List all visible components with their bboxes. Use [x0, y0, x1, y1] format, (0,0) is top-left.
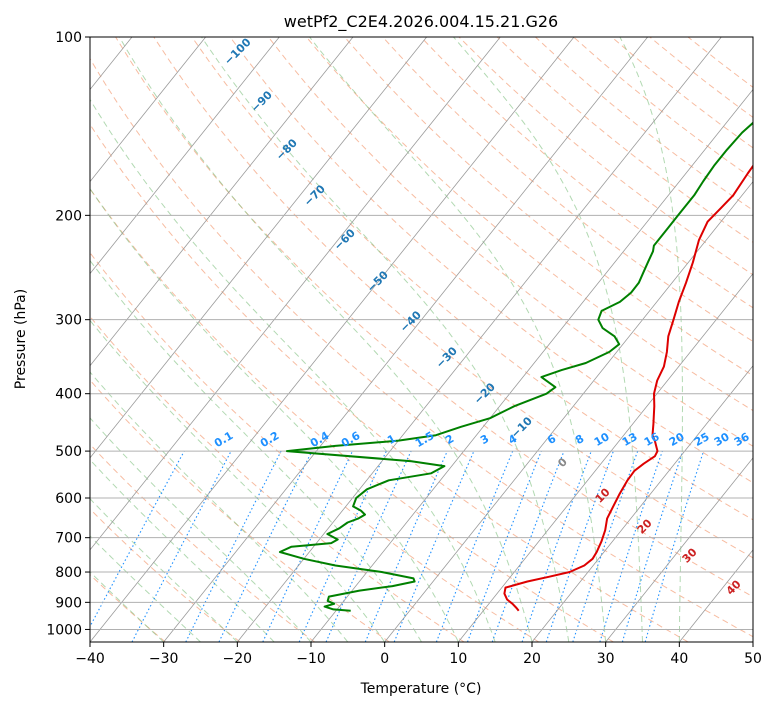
isotherm-line — [237, 37, 722, 642]
y-tick-label: 100 — [55, 30, 82, 46]
mixing-ratio-line — [325, 450, 412, 642]
chart-title: wetPf2_C2E4.2026.004.15.21.G26 — [284, 12, 558, 32]
isotherm-line — [90, 37, 206, 183]
x-tick-label: −10 — [296, 651, 326, 667]
dry-adiabat-line — [90, 123, 689, 642]
mixing-ratio-line — [90, 450, 185, 628]
isotherm-line — [384, 180, 753, 642]
isotherm-line — [458, 273, 753, 642]
y-tick-label: 1000 — [46, 622, 82, 638]
isotherm-line — [90, 37, 280, 275]
isotherm-line — [605, 457, 753, 642]
x-tick-label: 10 — [449, 651, 467, 667]
x-tick-label: 40 — [670, 651, 688, 667]
dry-adiabat-line — [191, 37, 753, 521]
mixing-ratio-line — [621, 450, 684, 642]
y-tick-label: 400 — [55, 387, 82, 403]
x-axis-title: Temperature (°C) — [360, 681, 482, 697]
mixing-ratio-line — [466, 450, 542, 642]
isotherm-line — [90, 37, 501, 551]
moist-adiabat-line — [90, 498, 238, 642]
x-axis-ticks: −40 −30 −20 −10 0 10 20 30 40 50 — [75, 642, 762, 667]
mixing-ratio-line — [435, 450, 514, 642]
y-tick-label: 900 — [55, 595, 82, 611]
moist-adiabat-line — [90, 459, 275, 642]
y-tick-label: 600 — [55, 491, 82, 507]
moist-adiabat-line — [201, 37, 570, 642]
dewpoint-profile-line — [278, 121, 753, 612]
profile-lines — [278, 121, 753, 612]
plot-area — [90, 37, 753, 642]
moist-adiabat-line — [118, 37, 533, 642]
dry-adiabat-line — [344, 37, 753, 377]
moist-adiabats — [90, 37, 683, 642]
dry-adiabat-line — [267, 37, 753, 447]
isotherm-line — [90, 37, 575, 642]
x-tick-label: 50 — [744, 651, 762, 667]
moist-adiabat-line — [90, 259, 422, 642]
x-tick-label: 0 — [380, 651, 389, 667]
y-tick-label: 300 — [55, 313, 82, 329]
dry-adiabat-line — [90, 573, 166, 642]
moist-adiabat-line — [453, 37, 643, 642]
dry-adiabat-line — [90, 443, 315, 642]
moist-adiabat-line — [90, 371, 349, 642]
moist-adiabat-line — [90, 187, 459, 642]
mixing-ratio-line — [599, 450, 663, 642]
isotherm-line — [90, 37, 427, 459]
moist-adiabat-line — [619, 37, 683, 642]
y-axis-ticks: 100 200 300 400 500 600 700 800 900 1000 — [46, 30, 90, 638]
moist-adiabat-line — [90, 535, 201, 642]
x-tick-label: −40 — [75, 651, 105, 667]
y-tick-label: 500 — [55, 444, 82, 460]
mixing-ratio-line — [185, 450, 282, 642]
dry-adiabat-line — [90, 188, 614, 642]
dry-adiabat-line — [229, 37, 753, 484]
y-tick-label: 200 — [55, 208, 82, 224]
mixing-ratio-line — [545, 450, 614, 642]
x-tick-label: −30 — [149, 651, 179, 667]
isotherm-line — [90, 37, 354, 367]
moist-adiabat-line — [90, 319, 386, 642]
dry-adiabat-line — [90, 379, 390, 642]
y-axis-title: Pressure (hPa) — [13, 289, 29, 389]
skewed-isotherms — [90, 37, 753, 642]
plot-frame — [89, 36, 754, 643]
mixing-ratio-line — [364, 450, 448, 642]
temperature-profile-line — [503, 164, 753, 612]
x-tick-label: 30 — [597, 651, 615, 667]
y-tick-label: 800 — [55, 565, 82, 581]
y-tick-label: 700 — [55, 531, 82, 547]
mixing-ratio-line — [572, 450, 639, 642]
dry-adiabat-line — [90, 252, 540, 642]
isotherm-line — [310, 88, 753, 642]
mixing-ratio-line — [491, 450, 565, 642]
isobar-gridlines — [90, 37, 753, 630]
mixing-ratio-line — [521, 450, 592, 642]
dry-adiabat-line — [90, 315, 465, 642]
x-tick-label: −20 — [223, 651, 253, 667]
dry-adiabats — [90, 37, 753, 642]
moist-adiabat-line — [309, 37, 607, 642]
moist-adiabat-line — [90, 571, 165, 642]
dry-adiabat-line — [306, 37, 753, 412]
moist-adiabat-line — [90, 98, 496, 642]
isotherm-line — [531, 365, 753, 642]
x-tick-label: 20 — [523, 651, 541, 667]
isotherm-line — [163, 37, 648, 642]
